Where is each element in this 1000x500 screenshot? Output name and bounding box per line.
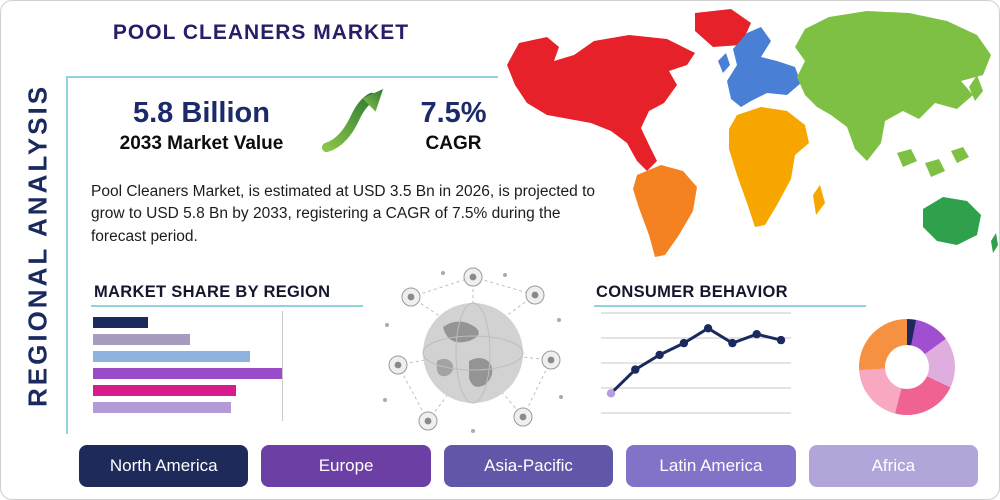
market-share-bar-2 [93, 334, 190, 345]
market-value: 5.8 Billion [89, 97, 314, 130]
region-button-latin-america[interactable]: Latin America [626, 445, 795, 487]
region-button-europe[interactable]: Europe [261, 445, 430, 487]
islands-se-asia-3 [951, 147, 969, 163]
market-share-bar-chart [93, 317, 393, 419]
continent-australia [923, 197, 981, 245]
island-japan [969, 75, 983, 101]
continent-asia [795, 11, 991, 161]
market-share-bar-5 [93, 385, 236, 396]
infographic-canvas: REGIONAL ANALYSIS POOL CLEANERS MARKET 5… [0, 0, 1000, 500]
consumer-behavior-line-chart [601, 307, 791, 419]
islands-se-asia-2 [925, 159, 945, 177]
growth-arrow-icon [321, 85, 385, 157]
market-share-heading: MARKET SHARE BY REGION [94, 283, 330, 302]
market-share-underline [91, 305, 363, 307]
cagr-value: 7.5% [406, 97, 501, 130]
continent-south-america [633, 165, 697, 257]
market-value-stat: 5.8 Billion 2033 Market Value [89, 97, 314, 155]
accent-frame-top-line [66, 76, 498, 78]
globe-network-graphic [373, 265, 573, 437]
market-description: Pool Cleaners Market, is estimated at US… [91, 181, 596, 248]
region-button-asia-pacific[interactable]: Asia-Pacific [444, 445, 613, 487]
cagr-stat: 7.5% CAGR [406, 97, 501, 155]
donut-hole [885, 345, 929, 389]
market-value-label: 2033 Market Value [89, 133, 314, 155]
market-share-bar-1 [93, 317, 148, 328]
region-button-north-america[interactable]: North America [79, 445, 248, 487]
consumer-behavior-heading: CONSUMER BEHAVIOR [596, 283, 788, 302]
continent-africa [729, 107, 809, 227]
islands-se-asia-1 [897, 149, 917, 167]
continent-north-america [507, 35, 695, 171]
island-uk [718, 53, 730, 73]
region-button-africa[interactable]: Africa [809, 445, 978, 487]
page-title: POOL CLEANERS MARKET [96, 21, 426, 45]
region-buttons-row: North America Europe Asia-Pacific Latin … [79, 445, 978, 487]
vertical-section-title: REGIONAL ANALYSIS [15, 67, 61, 423]
cagr-label: CAGR [406, 133, 501, 155]
consumer-donut-chart [859, 319, 955, 415]
market-share-bar-3 [93, 351, 250, 362]
bar-chart-gridline [282, 311, 283, 421]
accent-frame-left-line [66, 76, 68, 434]
island-new-zealand [991, 233, 998, 253]
market-share-bar-4 [93, 368, 282, 379]
island-madagascar [813, 185, 825, 215]
market-share-bar-6 [93, 402, 231, 413]
